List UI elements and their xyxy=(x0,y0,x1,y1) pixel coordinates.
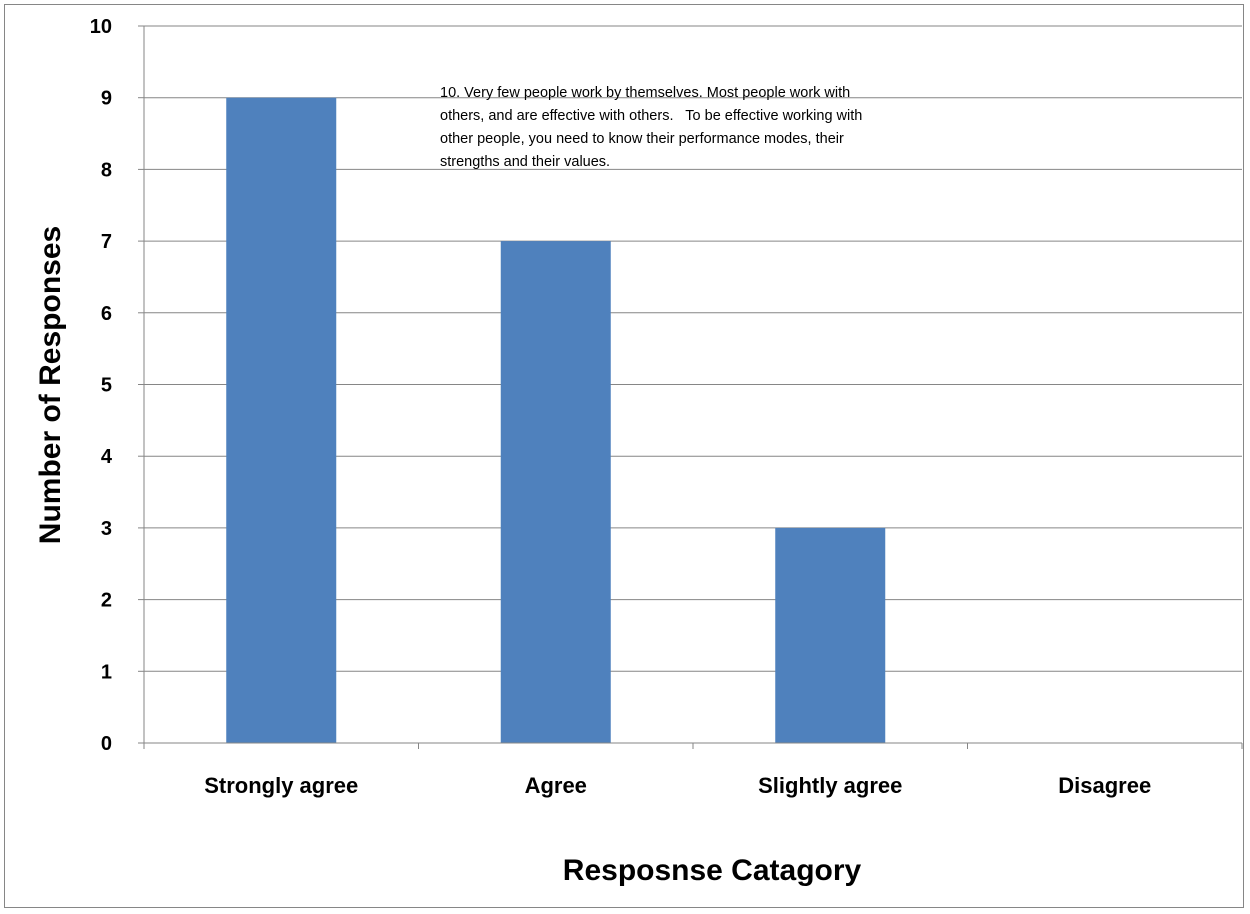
y-axis-title: Number of Responses xyxy=(34,226,67,544)
x-category-label: Slightly agree xyxy=(758,773,902,798)
axes xyxy=(138,25,1243,749)
y-tick-label: 5 xyxy=(101,375,112,397)
bar xyxy=(500,241,611,743)
x-category-labels: Strongly agree Agree Slightly agree Disagre… xyxy=(204,773,1151,798)
y-tick-label: 0 xyxy=(101,733,112,755)
x-category-label: Disagree xyxy=(1058,773,1151,798)
y-tick-label: 2 xyxy=(101,590,112,612)
bars xyxy=(226,97,886,743)
y-tick-label: 8 xyxy=(101,159,112,181)
y-tick-label: 9 xyxy=(101,88,112,110)
chart-annotation: 10. Very few people work by themselves. … xyxy=(440,85,863,170)
x-axis-title: Resposnse Catagory xyxy=(563,854,862,887)
y-tick-label: 1 xyxy=(101,661,112,683)
bar xyxy=(775,527,886,743)
x-category-label: Strongly agree xyxy=(204,773,358,798)
y-tick-label: 4 xyxy=(101,446,113,468)
bar xyxy=(226,97,337,743)
y-tick-label: 7 xyxy=(101,231,112,253)
y-tick-label: 3 xyxy=(101,518,112,540)
y-tick-labels: 0 1 2 3 4 5 6 7 8 9 10 xyxy=(90,16,113,755)
y-tick-label: 10 xyxy=(90,16,112,38)
x-category-label: Agree xyxy=(525,773,587,798)
y-tick-label: 6 xyxy=(101,303,112,325)
